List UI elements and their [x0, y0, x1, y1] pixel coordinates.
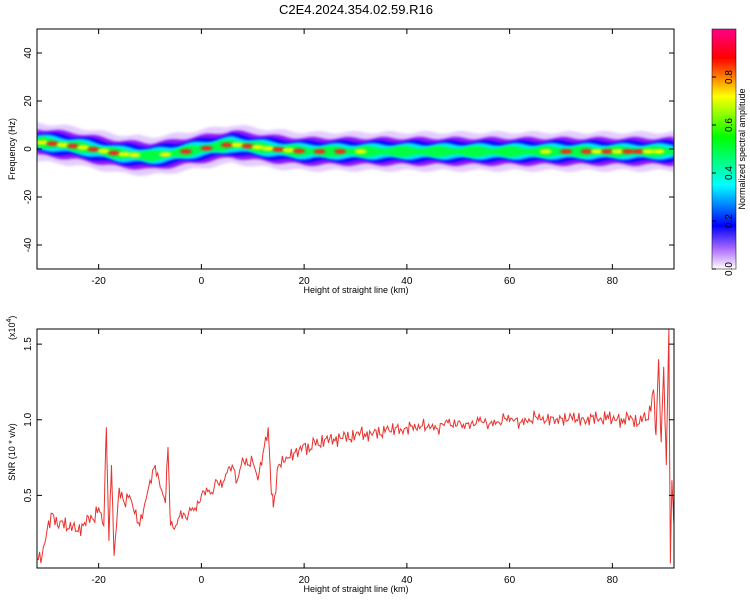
x-tick-label: -20	[91, 276, 106, 287]
x-tick-label: 0	[199, 276, 205, 287]
x-tick-label: 20	[299, 575, 311, 586]
snr-multiplier-base: (x10	[7, 322, 17, 340]
spectrogram-peak	[200, 146, 213, 151]
y-tick-label: 0.5	[23, 488, 34, 502]
spectrogram-peak	[560, 149, 573, 154]
colorbar-tick-label: 0.6	[724, 118, 735, 132]
spectrogram-peak	[66, 143, 79, 149]
x-tick-label: 60	[504, 276, 516, 287]
spectrogram-peak	[179, 149, 192, 154]
x-tick-label: -20	[91, 575, 106, 586]
y-tick-label: 1.0	[23, 412, 34, 426]
spectrogram-peak	[292, 148, 305, 154]
colorbar-ticks: 0.0 0.2 0.4 0.6 0.8	[712, 70, 735, 276]
snr-y-label: SNR (10 * v/v)	[7, 423, 17, 481]
colorbar-tick-label: 0.2	[724, 214, 735, 228]
snr-series-line	[37, 329, 674, 564]
snr-plot-area	[37, 329, 674, 568]
x-tick-label: 0	[199, 575, 205, 586]
spectrogram-peak	[262, 146, 275, 151]
spectrogram-band	[37, 136, 674, 162]
spectrogram-peak	[241, 143, 254, 149]
spectrogram-peak	[97, 148, 110, 154]
x-tick-label: 60	[504, 575, 516, 586]
spectrogram-peak	[354, 149, 367, 154]
snr-frame	[36, 328, 675, 569]
spectrogram-peak	[118, 152, 131, 157]
snr-multiplier-close: )	[7, 316, 17, 319]
snr-y-ticks: 0.5 1.0 1.5	[23, 337, 674, 502]
svg-text:(x104): (x104)	[6, 316, 17, 340]
figure-title: C2E4.2024.354.02.59.R16	[279, 2, 433, 17]
colorbar-tick-label: 0.8	[724, 70, 735, 84]
spectrogram-peak	[632, 149, 645, 154]
spectrogram-panel: -20 0 20 40 60 80 -40 -20 0 20 40 Height of strai…	[7, 28, 675, 295]
spectrogram-peak	[159, 152, 172, 157]
snr-x-label: Height of straight line (km)	[303, 584, 408, 594]
spectrogram-peak	[56, 142, 69, 147]
colorbar-tick-label: 0.0	[724, 262, 735, 276]
spectrogram-peak	[580, 149, 593, 154]
spectrogram-peak	[539, 149, 552, 154]
spectrogram-peak	[590, 149, 603, 154]
x-tick-label: 80	[607, 575, 619, 586]
snr-panel: -20 0 20 40 60 80 0.5 1.0 1.5 Height of straigh…	[6, 316, 675, 594]
spectrogram-peak	[334, 149, 347, 154]
y-tick-label: 20	[23, 95, 34, 107]
y-tick-label: 40	[23, 47, 34, 59]
spectrogram-peak	[601, 149, 614, 154]
spectrogram-peak	[652, 149, 665, 154]
y-tick-label: -20	[23, 189, 34, 204]
spectrogram-peak	[282, 148, 295, 153]
spectrogram-peak	[642, 149, 655, 154]
spectrogram-peak	[221, 142, 234, 148]
spectrogram-peak	[313, 149, 326, 154]
spectrogram-peak	[231, 142, 244, 147]
spectrogram-peak	[621, 149, 634, 154]
x-tick-label: 80	[607, 276, 619, 287]
spectrogram-ridge	[37, 121, 674, 177]
x-tick-label: 40	[401, 276, 413, 287]
colorbar: 0.0 0.2 0.4 0.6 0.8 Normalized spectral ampl…	[711, 28, 747, 276]
spectrogram-peak	[108, 150, 121, 156]
spectrogram-x-ticks: -20 0 20 40 60 80	[91, 29, 618, 287]
spectrogram-peak	[37, 140, 49, 145]
spectrogram-y-label: Frequency (Hz)	[7, 118, 17, 180]
spectrogram-y-ticks: -40 -20 0 20 40	[23, 47, 674, 252]
y-tick-label: -40	[23, 237, 34, 252]
snr-y-multiplier: (x104)	[6, 316, 17, 340]
spectrogram-x-label: Height of straight line (km)	[303, 285, 408, 295]
spectrogram-peak	[46, 141, 59, 146]
spectrogram-peak	[272, 147, 285, 152]
colorbar-tick-label: 0.4	[724, 166, 735, 180]
spectrogram-peak	[87, 147, 100, 152]
colorbar-gradient	[711, 28, 737, 270]
y-tick-label: 1.5	[23, 337, 34, 351]
colorbar-label: Normalized spectral amplitude	[737, 88, 747, 209]
y-tick-label: 0	[23, 146, 34, 152]
spectrogram-peak	[77, 145, 90, 150]
snr-multiplier-exp: 4	[6, 318, 13, 322]
spectrogram-peak	[251, 145, 264, 150]
spectrogram-peak	[128, 152, 141, 158]
snr-x-ticks: -20 0 20 40 60 80	[91, 329, 618, 586]
spectrogram-peak	[611, 149, 624, 154]
x-tick-label: 20	[299, 276, 311, 287]
x-tick-label: 40	[401, 575, 413, 586]
